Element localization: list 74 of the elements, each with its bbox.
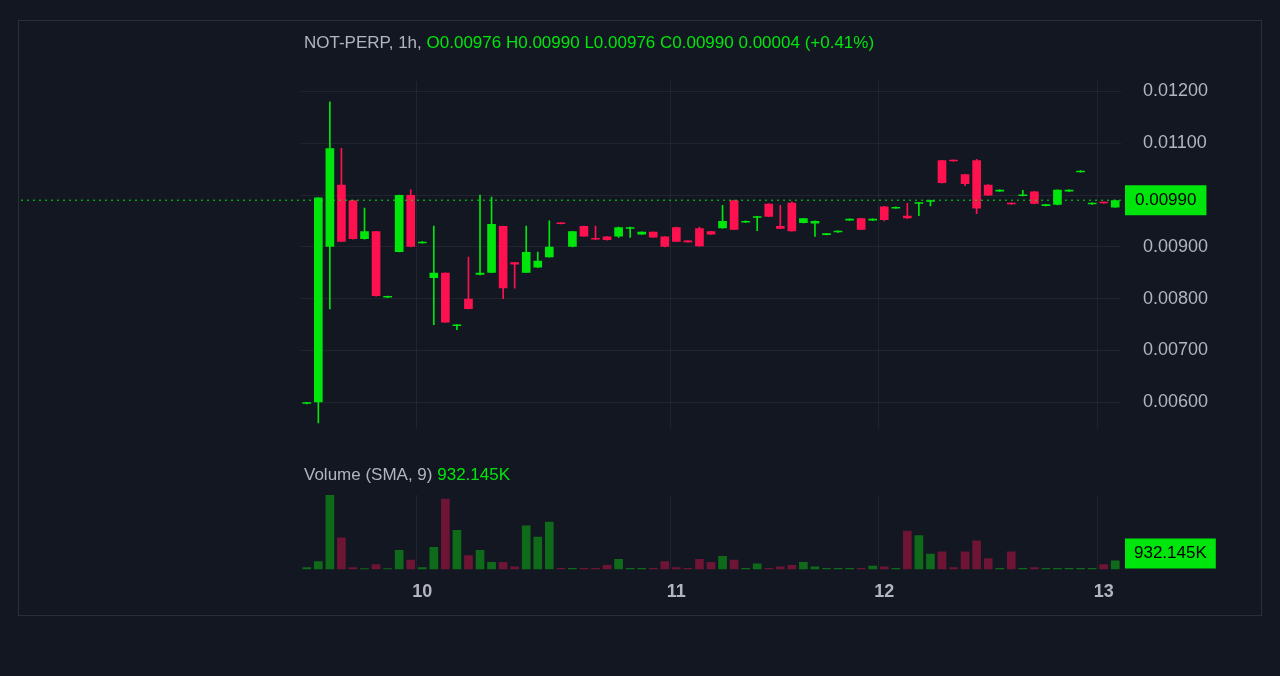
bar (1006, 551, 1016, 570)
candlestick (868, 218, 878, 221)
bar (775, 566, 785, 570)
y-tick-label: 0.00700 (1143, 339, 1209, 360)
y-tick-label: 0.00600 (1143, 391, 1209, 412)
candlestick (648, 231, 658, 238)
bar (799, 561, 808, 570)
candlestick (637, 231, 647, 235)
y-tick-label: 0.00800 (1143, 287, 1209, 308)
chart-subtitle: O0.00976 H0.00990 L0.00976 C0.00990 0.00004 (+0.41%) (426, 33, 875, 52)
candlestick (1006, 202, 1016, 205)
bar (972, 540, 981, 570)
bar (983, 558, 993, 570)
y-tick-label: 0.01100 (1143, 132, 1207, 153)
bar (1110, 560, 1120, 570)
chart-title: NOT-PERP, 1h, (304, 33, 422, 52)
bar (464, 555, 473, 570)
bar (926, 553, 935, 570)
bar (533, 536, 543, 570)
bar (337, 537, 346, 570)
x-tick-label: 11 (666, 581, 686, 602)
text: 932.145K (437, 465, 511, 484)
bar (718, 556, 727, 570)
candlestick (1041, 204, 1051, 207)
y-tick-label: 0.00900 (1143, 235, 1209, 256)
y-tick-label: 0.01200 (1143, 80, 1209, 101)
candlestick (1064, 189, 1074, 192)
candlestick (752, 215, 762, 232)
bar (879, 566, 889, 570)
x-tick-label: 12 (874, 581, 895, 602)
candlestick (1087, 202, 1097, 205)
bar (1099, 564, 1109, 570)
candlestick (417, 241, 427, 244)
bar (672, 567, 681, 570)
candlestick (983, 184, 993, 196)
bar (475, 550, 485, 570)
text: 932.145K (1134, 543, 1207, 563)
bar (614, 558, 623, 570)
bar (949, 567, 958, 570)
candlestick (1018, 190, 1028, 197)
chart-title: Volume (SMA, 9) (304, 465, 433, 484)
bar (695, 558, 704, 570)
candlestick (556, 222, 566, 225)
candlestick (302, 401, 312, 405)
bar (394, 550, 404, 570)
bar (810, 566, 820, 570)
candlestick (891, 206, 901, 209)
candlestick (995, 189, 1005, 192)
bar (510, 566, 519, 570)
bar (325, 495, 335, 570)
bar (417, 567, 427, 570)
bar (903, 530, 912, 570)
bar (660, 561, 670, 570)
candlestick (1099, 201, 1109, 204)
candlestick (683, 240, 693, 243)
ref-line-label: 0.00990 (1135, 189, 1197, 209)
bar (487, 561, 496, 570)
candlestick (602, 236, 612, 241)
candlestick (775, 205, 785, 230)
bar (1030, 567, 1039, 570)
bar (914, 535, 924, 570)
bar (521, 525, 531, 570)
bar (429, 547, 439, 570)
bar (441, 498, 450, 570)
bar (544, 521, 554, 570)
x-tick-label: 13 (1093, 581, 1114, 602)
bar (302, 567, 312, 570)
bar (752, 563, 762, 570)
candlestick (833, 230, 843, 233)
candlestick (625, 226, 635, 238)
bar (313, 561, 323, 570)
bar (452, 529, 462, 570)
bar (406, 559, 416, 570)
x-tick-label: 10 (412, 581, 433, 602)
